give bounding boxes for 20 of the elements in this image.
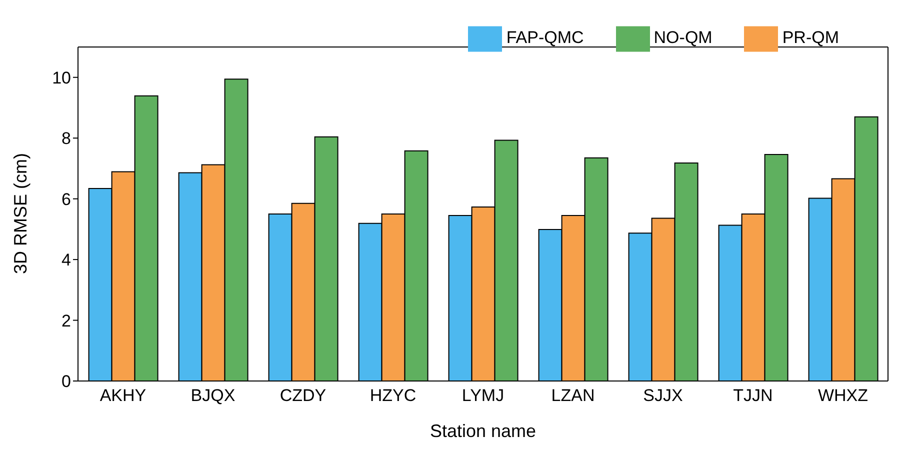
legend-label: NO-QM xyxy=(654,28,712,48)
x-tick-label: SJJX xyxy=(643,386,683,406)
x-axis-title: Station name xyxy=(430,421,536,441)
y-tick-label: 2 xyxy=(62,311,71,330)
y-tick-label: 10 xyxy=(52,68,71,88)
y-tick-label: 0 xyxy=(62,372,71,392)
x-tick-label: LZAN xyxy=(551,386,595,406)
x-tick-label: HZYC xyxy=(370,386,416,406)
legend-label: PR-QM xyxy=(782,28,839,48)
legend-label: FAP-QMC xyxy=(506,28,584,48)
x-tick-label: TJJN xyxy=(733,386,773,406)
y-tick-label: 4 xyxy=(62,250,71,270)
x-tick-label: BJQX xyxy=(190,386,236,406)
y-axis-title: 3D RMSE (cm) xyxy=(10,153,30,274)
x-tick-label: AKHY xyxy=(100,386,146,406)
x-tick-label: LYMJ xyxy=(462,386,504,406)
x-tick-label: CZDY xyxy=(280,386,326,406)
y-tick-label: 8 xyxy=(62,129,71,148)
x-tick-label: WHXZ xyxy=(818,386,868,406)
y-tick-label: 6 xyxy=(62,190,71,209)
